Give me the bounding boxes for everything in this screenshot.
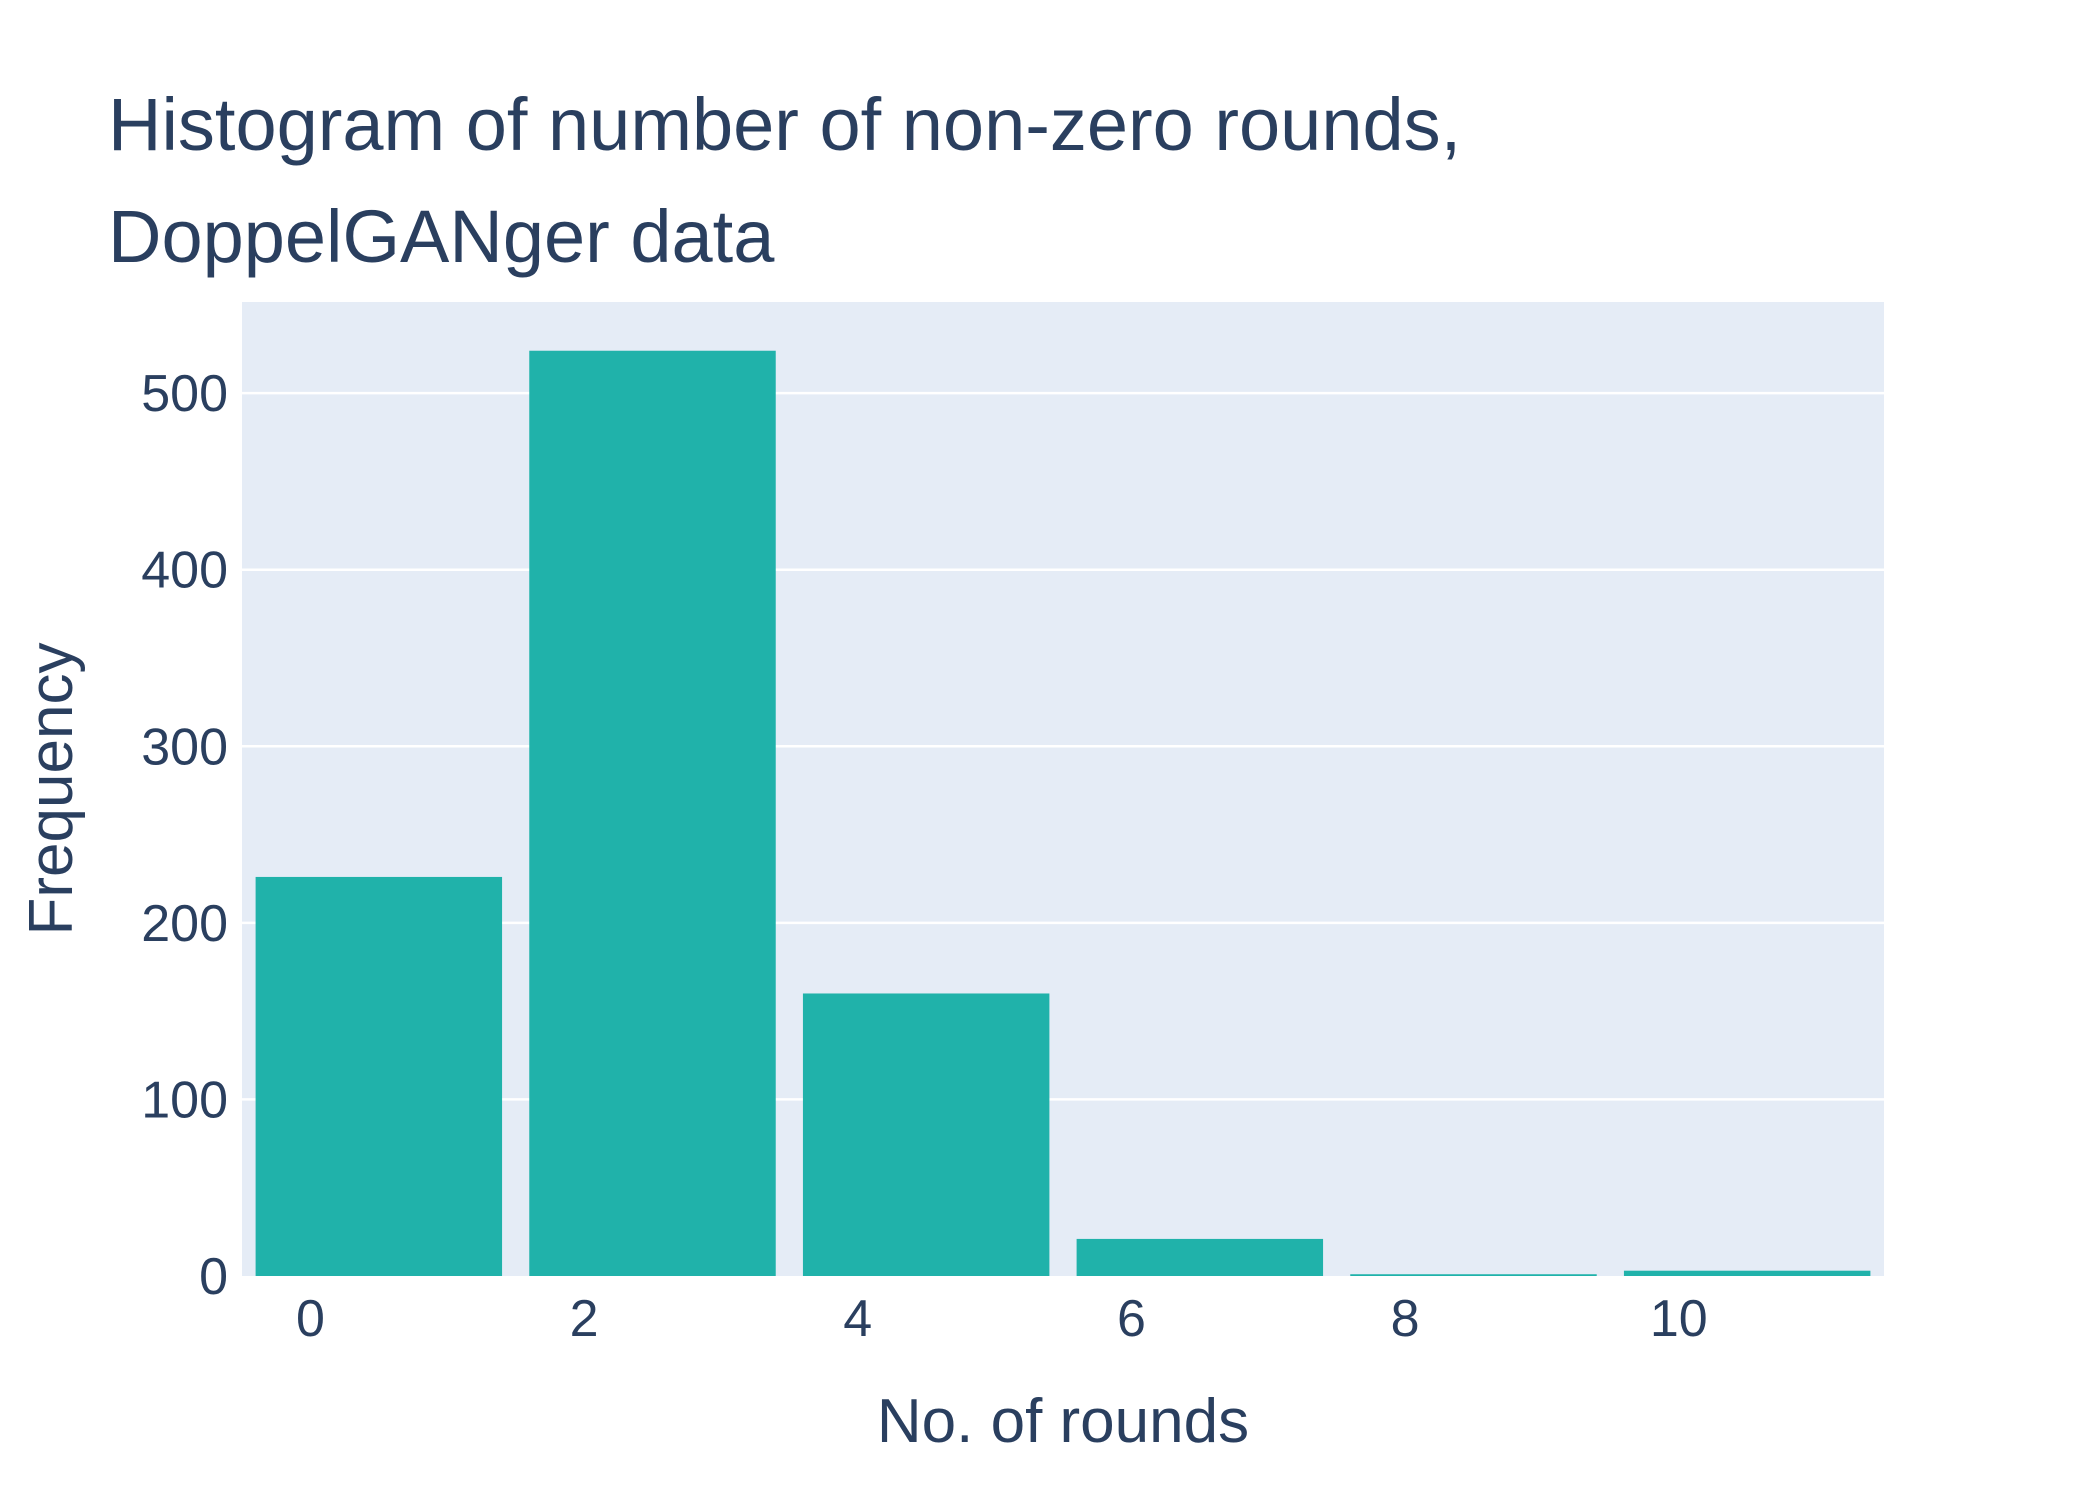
chart-title-line-1: Histogram of number of non-zero rounds, bbox=[108, 83, 1461, 166]
plot-area bbox=[242, 302, 1884, 1276]
histogram-bar bbox=[529, 350, 776, 1276]
histogram-bar bbox=[255, 876, 503, 1276]
chart-title-line-2: DoppelGANger data bbox=[108, 195, 775, 278]
x-tick-label: 10 bbox=[1650, 1290, 1708, 1348]
y-axis-title: Frequency bbox=[17, 643, 86, 936]
x-tick-label: 4 bbox=[843, 1290, 872, 1348]
x-tick-label: 6 bbox=[1117, 1290, 1146, 1348]
histogram-bar bbox=[1350, 1274, 1597, 1276]
grid-lines bbox=[242, 391, 1884, 1101]
y-tick-label: 200 bbox=[141, 895, 228, 953]
y-tick-label: 0 bbox=[199, 1248, 228, 1306]
x-axis-ticks: 0 2 4 6 8 10 bbox=[296, 1290, 1708, 1348]
x-axis-title: No. of rounds bbox=[877, 1387, 1249, 1456]
x-tick-label: 8 bbox=[1391, 1290, 1420, 1348]
histogram-bar bbox=[1076, 1238, 1324, 1276]
bars bbox=[255, 350, 1871, 1276]
x-tick-label: 2 bbox=[570, 1290, 599, 1348]
y-tick-label: 300 bbox=[141, 718, 228, 776]
y-tick-label: 100 bbox=[141, 1071, 228, 1129]
y-tick-label: 500 bbox=[141, 365, 228, 423]
histogram-bar bbox=[1623, 1270, 1871, 1276]
x-tick-label: 0 bbox=[296, 1290, 325, 1348]
y-tick-label: 400 bbox=[141, 542, 228, 600]
y-axis-ticks: 0 100 200 300 400 500 bbox=[141, 365, 228, 1306]
histogram-bar bbox=[802, 993, 1050, 1276]
